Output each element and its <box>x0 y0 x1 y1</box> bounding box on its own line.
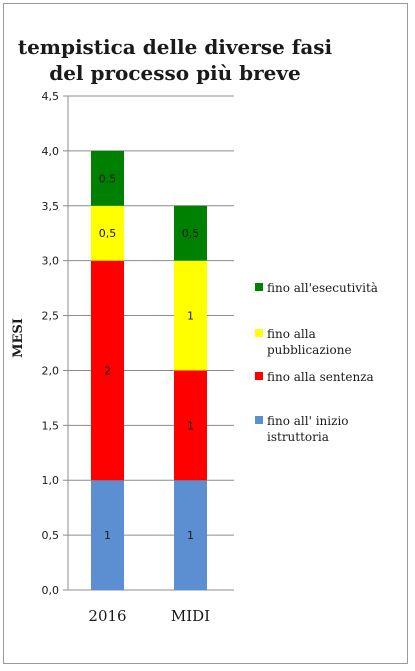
chart-title: tempistica delle diverse fasi del proces… <box>0 34 350 86</box>
y-tick-label: 1,0 <box>42 474 60 487</box>
y-tick-label: 0,5 <box>42 529 60 542</box>
bar-segment <box>174 480 207 590</box>
bar-segment <box>91 260 124 481</box>
legend-label: fino alla pubblicazione <box>267 327 352 357</box>
bars: 1 2 0,5 0,5 1 1 1 0,5 <box>91 150 207 590</box>
y-tick-label: 4,0 <box>42 145 60 158</box>
y-tick-label: 1,5 <box>42 419 60 432</box>
legend-label: fino alla sentenza <box>267 370 374 384</box>
y-tick-label: 4,5 <box>42 90 60 103</box>
bar-segment <box>91 480 124 590</box>
data-label: 1 <box>104 529 111 542</box>
data-label: 0,5 <box>99 172 117 185</box>
data-label: 1 <box>187 529 194 542</box>
x-tick-label: MIDI <box>171 607 210 625</box>
x-tick-label: 2016 <box>88 607 126 625</box>
data-label: 1 <box>187 310 194 323</box>
legend-label: fino all'esecutività <box>267 281 378 295</box>
data-label: 1 <box>187 419 194 432</box>
gridlines <box>63 95 234 591</box>
data-label: 0,5 <box>182 227 200 240</box>
data-label: 2 <box>104 364 111 377</box>
legend-swatch <box>255 372 263 380</box>
legend-swatch <box>255 283 263 291</box>
bar-segment <box>174 370 207 481</box>
legend-swatch <box>255 329 263 337</box>
y-tick-label: 2,0 <box>42 364 60 377</box>
tick-labels: 0,0 0,5 1,0 1,5 2,0 2,5 3,0 3,5 4,0 4,5 2016 MIDI <box>42 90 211 625</box>
bar-segment <box>91 150 124 206</box>
chart-title-line-2: del processo più breve <box>49 61 301 85</box>
legend-swatch <box>255 416 263 424</box>
data-label: 0,5 <box>99 227 117 240</box>
bar-segment <box>91 205 124 261</box>
y-tick-label: 3,0 <box>42 255 60 268</box>
bar-segment <box>174 260 207 371</box>
chart-title-line-1: tempistica delle diverse fasi <box>17 35 333 59</box>
bar-segment <box>174 205 207 261</box>
y-axis-label: MESI <box>11 318 26 358</box>
y-tick-label: 3,5 <box>42 200 60 213</box>
y-tick-label: 2,5 <box>42 310 60 323</box>
y-tick-label: 0,0 <box>42 584 60 597</box>
legend-label: fino all' inizio istruttoria <box>267 414 349 444</box>
